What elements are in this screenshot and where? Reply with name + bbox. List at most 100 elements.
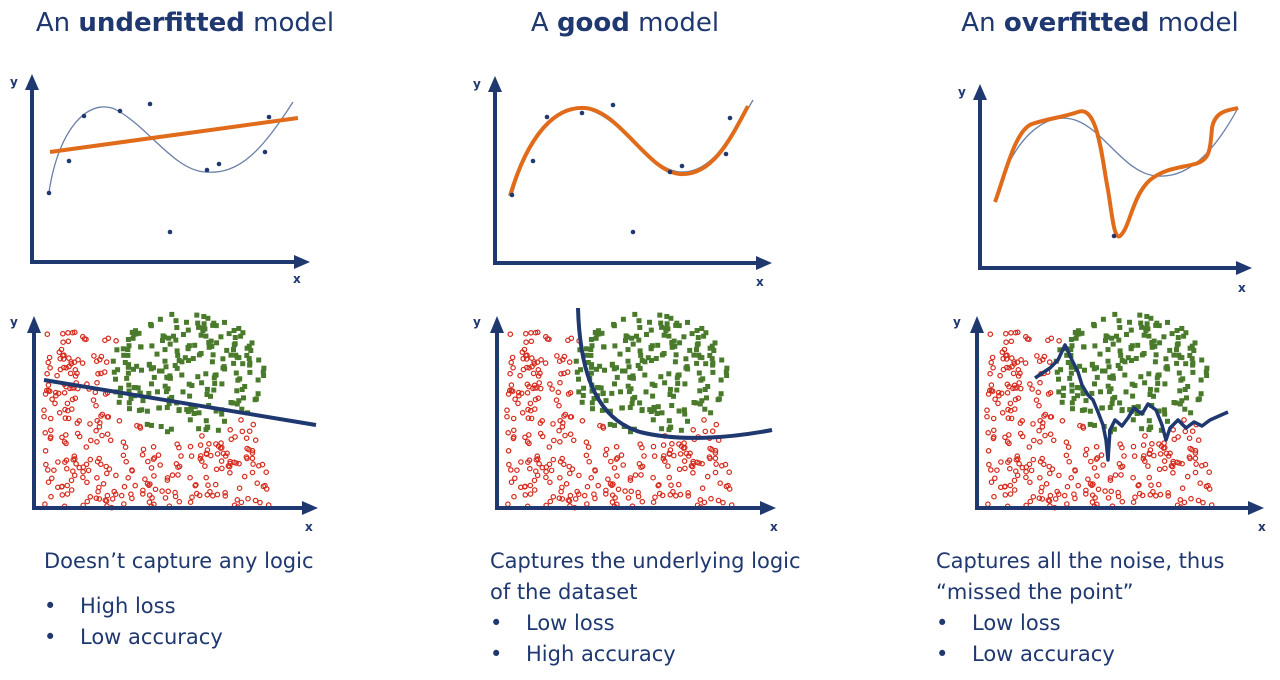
class-b-point xyxy=(1139,324,1145,330)
class-a-point xyxy=(1015,395,1022,402)
class-b-point xyxy=(210,352,216,358)
class-b-point xyxy=(155,389,160,395)
class-b-point xyxy=(666,418,672,424)
class-a-point xyxy=(83,444,90,450)
class-a-point xyxy=(534,359,541,366)
class-a-point xyxy=(157,462,164,468)
class-b-point xyxy=(630,341,636,347)
x-axis-label: x xyxy=(1258,520,1266,534)
class-b-point xyxy=(1119,407,1125,413)
class-a-point xyxy=(535,373,542,379)
class-a-point xyxy=(122,444,129,450)
class-a-point xyxy=(667,447,674,453)
class-b-point xyxy=(1080,391,1086,397)
class-a-point xyxy=(76,433,83,440)
class-a-point xyxy=(104,431,111,438)
class-b-point xyxy=(214,340,220,346)
class-a-point xyxy=(1182,428,1189,435)
class-a-point xyxy=(614,473,620,479)
class-b-point xyxy=(261,365,267,371)
class-a-point xyxy=(48,493,54,500)
class-b-point xyxy=(677,340,683,346)
class-b-point xyxy=(1081,344,1087,350)
class-b-point xyxy=(166,335,172,341)
class-b-point xyxy=(591,396,597,401)
class-a-point xyxy=(1004,389,1011,396)
class-b-point xyxy=(695,335,701,340)
class-a-point xyxy=(249,455,256,462)
class-b-point xyxy=(603,398,609,404)
class-a-point xyxy=(98,461,104,468)
class-b-point xyxy=(685,319,690,325)
class-a-point xyxy=(249,469,256,476)
class-a-point xyxy=(985,391,992,397)
class-b-point xyxy=(1068,370,1074,376)
class-b-point xyxy=(1135,342,1141,348)
class-b-point xyxy=(1204,373,1210,378)
class-a-point xyxy=(1189,428,1196,435)
class-b-point xyxy=(1191,348,1197,353)
class-a-point xyxy=(1034,353,1040,359)
class-b-point xyxy=(623,338,628,343)
class-a-point xyxy=(713,461,719,467)
class-a-point xyxy=(690,469,696,476)
class-a-point xyxy=(75,356,81,363)
class-b-point xyxy=(609,390,615,396)
class-a-point xyxy=(584,483,591,490)
class-a-point xyxy=(1037,379,1043,386)
class-b-point xyxy=(237,376,243,382)
class-b-point xyxy=(710,369,716,375)
class-a-point xyxy=(557,474,563,481)
class-b-point xyxy=(179,372,185,378)
class-a-point xyxy=(42,429,49,436)
class-a-point xyxy=(659,492,666,499)
class-a-point xyxy=(210,492,216,499)
class-b-point xyxy=(1134,411,1140,416)
class-b-point xyxy=(1185,384,1191,389)
class-b-point xyxy=(1152,343,1158,349)
class-a-point xyxy=(1023,468,1029,475)
class-a-point xyxy=(84,479,90,486)
class-b-point xyxy=(715,397,721,403)
class-a-point xyxy=(1077,422,1083,429)
class-b-point xyxy=(702,406,708,412)
class-a-point xyxy=(98,370,104,377)
class-a-point xyxy=(690,426,697,433)
class-b-point xyxy=(675,381,681,386)
class-a-point xyxy=(519,409,526,416)
class-b-point xyxy=(1065,360,1071,365)
class-a-point xyxy=(94,379,100,386)
class-b-point xyxy=(149,381,154,387)
class-a-point xyxy=(83,336,89,343)
class-b-point xyxy=(222,319,227,325)
class-b-point xyxy=(191,411,197,416)
class-a-point xyxy=(63,364,69,371)
y-axis-arrow xyxy=(970,316,984,333)
class-a-point xyxy=(1047,470,1053,477)
class-a-point xyxy=(45,359,52,366)
class-a-point xyxy=(1100,462,1107,468)
class-a-point xyxy=(550,456,557,463)
class-a-point xyxy=(44,370,50,377)
class-b-point xyxy=(151,374,157,380)
class-b-point xyxy=(1059,399,1065,405)
class-b-point xyxy=(196,352,202,358)
class-a-point xyxy=(1132,494,1138,501)
class-a-point xyxy=(123,458,130,465)
class-a-point xyxy=(1035,389,1042,396)
class-b-point xyxy=(1135,404,1141,410)
class-a-point xyxy=(47,415,54,422)
class-a-point xyxy=(522,492,529,498)
class-a-point xyxy=(1014,472,1021,479)
class-a-point xyxy=(79,360,86,366)
class-b-point xyxy=(234,401,240,407)
class-a-point xyxy=(1007,407,1014,414)
class-b-point xyxy=(626,364,632,370)
class-a-point xyxy=(1046,498,1053,504)
class-a-point xyxy=(1029,386,1035,392)
class-a-point xyxy=(233,460,239,466)
class-b-point xyxy=(1141,332,1147,338)
class-a-point xyxy=(591,491,597,498)
x-axis-arrow xyxy=(760,501,776,515)
class-a-point xyxy=(112,491,119,498)
